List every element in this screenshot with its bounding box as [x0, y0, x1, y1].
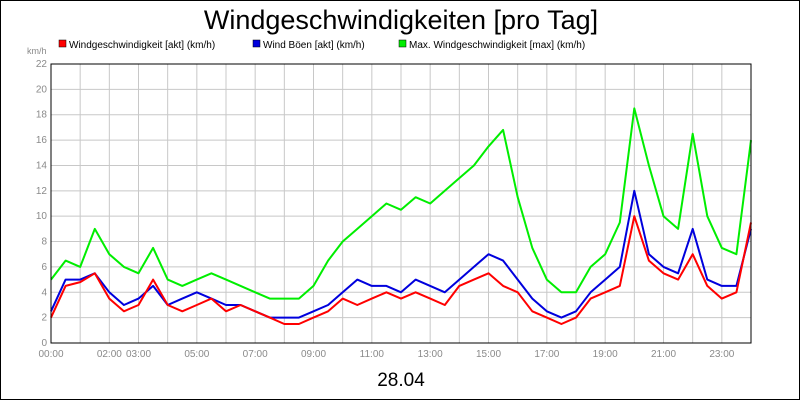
- grid: [51, 63, 751, 344]
- x-tick-label: 13:00: [418, 349, 443, 360]
- legend-swatch: [252, 39, 261, 48]
- y-axis-ticks: 0 2 4 6 8 10 12 14 16 18 20 22: [36, 59, 48, 349]
- legend-label: Max. Windgeschwindigkeit [max] (km/h): [409, 40, 585, 51]
- x-tick-label: 19:00: [593, 349, 618, 360]
- y-axis-unit-label: km/h: [27, 46, 47, 56]
- y-tick-label: 0: [41, 338, 47, 349]
- legend-item: Max. Windgeschwindigkeit [max] (km/h): [398, 39, 585, 51]
- y-tick-label: 6: [41, 262, 47, 273]
- x-axis-ticks: 00:00 02:00 03:00 05:00 07:00 09:00 11:00 13:00…: [38, 349, 734, 360]
- y-tick-label: 12: [36, 186, 48, 197]
- x-tick-label: 21:00: [651, 349, 676, 360]
- series-line-1: [50, 215, 752, 325]
- x-tick-label: 05:00: [184, 349, 209, 360]
- x-tick-label: 17:00: [534, 349, 559, 360]
- legend-label: Windgeschwindigkeit [akt] (km/h): [69, 40, 215, 51]
- y-tick-label: 2: [41, 313, 47, 324]
- legend-swatch: [398, 39, 407, 48]
- legend-item: Windgeschwindigkeit [akt] (km/h): [58, 39, 215, 51]
- x-tick-label: 03:00: [126, 349, 151, 360]
- x-tick-label: 02:00: [97, 349, 122, 360]
- x-tick-label: 23:00: [709, 349, 734, 360]
- plot-area-border: [50, 63, 752, 344]
- date-label: 28.04: [377, 370, 425, 391]
- series-group: [50, 107, 752, 325]
- x-tick-label: 09:00: [301, 349, 326, 360]
- y-tick-label: 20: [36, 84, 48, 95]
- legend-item: Wind Böen [akt] (km/h): [252, 39, 365, 51]
- y-tick-label: 22: [36, 59, 48, 70]
- legend-label: Wind Böen [akt] (km/h): [263, 40, 365, 51]
- y-tick-label: 18: [36, 110, 48, 121]
- legend: Windgeschwindigkeit [akt] (km/h) Wind Böe…: [58, 39, 585, 51]
- legend-swatch: [58, 39, 67, 48]
- y-tick-label: 10: [36, 211, 48, 222]
- y-tick-label: 8: [41, 237, 47, 248]
- series-line-3: [50, 107, 752, 300]
- x-tick-label: 11:00: [360, 349, 385, 360]
- x-tick-label: 07:00: [243, 349, 268, 360]
- chart-title: Windgeschwindigkeiten [pro Tag]: [204, 5, 598, 35]
- y-tick-label: 14: [36, 160, 48, 171]
- x-tick-label: 15:00: [476, 349, 501, 360]
- y-tick-label: 4: [41, 287, 47, 298]
- y-tick-label: 16: [36, 135, 48, 146]
- x-tick-label: 00:00: [38, 349, 63, 360]
